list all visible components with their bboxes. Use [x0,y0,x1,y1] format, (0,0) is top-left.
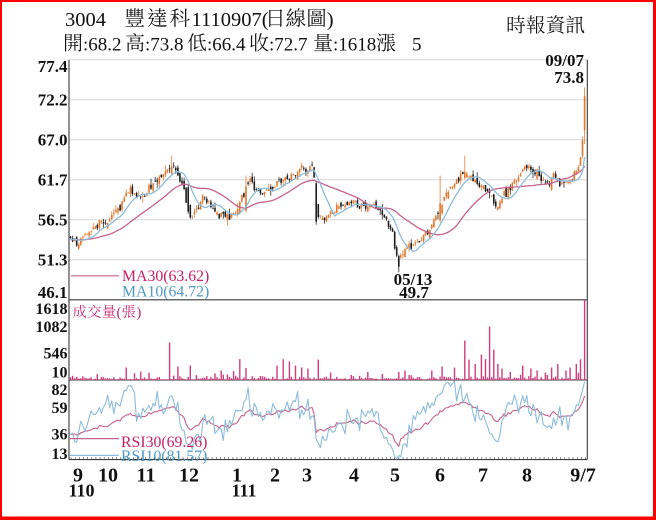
svg-text:7: 7 [478,465,488,487]
svg-text:546: 546 [44,346,68,363]
svg-text:51.3: 51.3 [38,251,68,270]
svg-text:73.8: 73.8 [554,68,584,87]
svg-text:5: 5 [412,35,422,56]
svg-text:10: 10 [98,465,118,487]
svg-text:56.5: 56.5 [38,211,68,230]
svg-text:10: 10 [52,364,68,381]
svg-text:RSI30(69.26): RSI30(69.26) [121,434,207,451]
svg-text:59: 59 [52,400,68,417]
svg-text:12: 12 [179,465,199,487]
svg-text::72.7: :72.7 [269,35,308,56]
svg-text:1110907(: 1110907( [192,9,269,31]
svg-text:110: 110 [68,481,94,501]
svg-text:6: 6 [435,465,445,487]
svg-text:(: ( [117,305,122,321]
svg-text:MA10(64.72): MA10(64.72) [122,283,209,300]
svg-text:4: 4 [349,465,359,487]
svg-text:1: 1 [232,465,242,487]
svg-text:61.7: 61.7 [38,171,68,190]
svg-text:111: 111 [231,481,256,501]
svg-text:77.4: 77.4 [38,57,68,76]
svg-text:5: 5 [390,465,400,487]
svg-text::66.4: :66.4 [207,35,246,56]
svg-text:3: 3 [302,465,312,487]
svg-text:67.0: 67.0 [38,131,68,150]
svg-text:): ) [327,9,334,31]
svg-text:1082: 1082 [36,319,68,336]
svg-text::1618: :1618 [333,35,376,56]
svg-text::73.8: :73.8 [145,35,184,56]
svg-text:05/13: 05/13 [394,270,433,289]
svg-text:2: 2 [270,465,280,487]
svg-text:8: 8 [522,465,532,487]
svg-text:13: 13 [52,446,68,463]
svg-text:1618: 1618 [36,301,68,318]
svg-text::68.2: :68.2 [83,35,122,56]
svg-text:11: 11 [137,465,156,487]
svg-text:09/07: 09/07 [545,51,584,70]
svg-text:9/7: 9/7 [570,465,596,487]
svg-text:RSI10(81.57): RSI10(81.57) [121,448,207,465]
svg-text:9: 9 [73,465,83,487]
svg-text:): ) [137,305,142,321]
svg-text:3004: 3004 [65,9,106,31]
svg-text:MA30(63.62): MA30(63.62) [122,268,209,285]
svg-text:72.2: 72.2 [38,91,68,110]
svg-text:36: 36 [52,427,68,444]
svg-text:46.1: 46.1 [38,283,68,302]
svg-text:82: 82 [52,382,68,399]
svg-text:49.7: 49.7 [399,283,429,302]
